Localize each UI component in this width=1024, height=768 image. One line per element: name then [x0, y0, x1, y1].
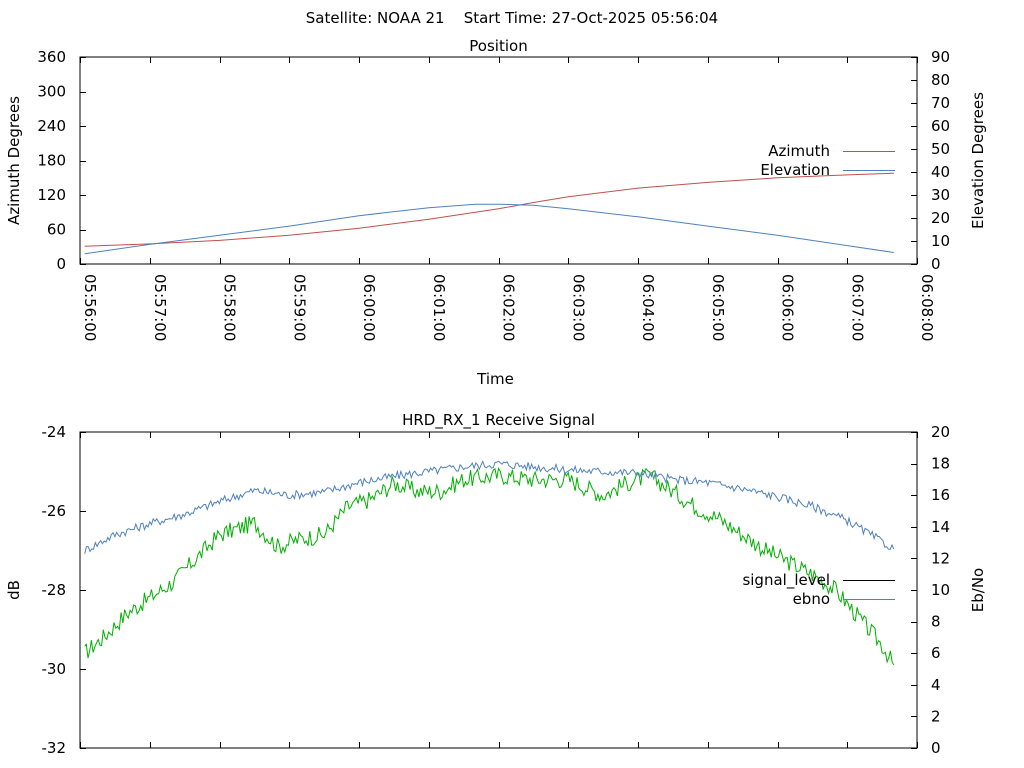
- x-tick-label: 06:02:00: [500, 274, 518, 341]
- x-axis-label: Time: [476, 370, 514, 388]
- plot-frame: [79, 431, 918, 749]
- x-tick-label: 06:04:00: [639, 274, 657, 341]
- y2-tick-label: 20: [931, 209, 950, 227]
- position-chart: Position 05:56:00 05:57:00 05:58:00 05:59:00…: [5, 37, 987, 388]
- legend-label-signal-level: signal_level: [742, 571, 830, 590]
- y2-tick-label: 10: [931, 232, 950, 250]
- y2-tick-label: 80: [931, 71, 950, 89]
- y-tick-label: 120: [37, 186, 66, 204]
- chart-title: HRD_RX_1 Receive Signal: [402, 411, 595, 430]
- figure-header: Satellite: NOAA 21 Start Time: 27-Oct-20…: [306, 9, 718, 27]
- y2-tick-label: 14: [931, 518, 950, 536]
- chart-title: Position: [469, 37, 527, 55]
- y2-tick-label: 8: [931, 613, 941, 631]
- y2-tick-label: 50: [931, 140, 950, 158]
- y2-tick-label: 16: [931, 486, 950, 504]
- y-tick-label: 0: [56, 255, 66, 273]
- y-tick-label: -30: [42, 660, 67, 678]
- y-tick-label: 240: [37, 117, 66, 135]
- y2-tick-label: 0: [931, 739, 941, 757]
- legend-label-ebno: ebno: [793, 590, 830, 608]
- y-tick-label: -32: [42, 739, 67, 757]
- y2-tick-label: 6: [931, 644, 941, 662]
- receive-signal-chart: HRD_RX_1 Receive Signal -32 -30 -28 -26 -24 0 2…: [5, 411, 987, 757]
- series-line-azimuth: [84, 172, 894, 247]
- y2-tick-label: 90: [931, 48, 950, 66]
- y2-tick-label: 60: [931, 117, 950, 135]
- series-line-elevation: [84, 203, 894, 255]
- plot-frame: [79, 56, 918, 265]
- y-tick-label: -26: [42, 502, 67, 520]
- y2-tick-label: 12: [931, 549, 950, 567]
- x-tick-label: 06:08:00: [918, 274, 936, 341]
- y2-tick-label: 18: [931, 455, 950, 473]
- x-tick-label: 06:06:00: [779, 274, 797, 341]
- y2-tick-label: 30: [931, 186, 950, 204]
- y2-tick-label: 4: [931, 676, 941, 694]
- x-tick-label: 06:07:00: [848, 274, 866, 341]
- y2-tick-label: 20: [931, 423, 950, 441]
- y-tick-label: -28: [42, 581, 67, 599]
- x-tick-label: 05:56:00: [81, 274, 99, 341]
- y-tick-label: 360: [37, 48, 66, 66]
- y-tick-label: 180: [37, 152, 66, 170]
- legend-label-azimuth: Azimuth: [768, 142, 830, 160]
- y-tick-label: 300: [37, 83, 66, 101]
- x-tick-label: 06:01:00: [430, 274, 448, 341]
- y-axis-label: Azimuth Degrees: [5, 96, 23, 225]
- y2-tick-label: 0: [931, 255, 941, 273]
- y2-tick-label: 2: [931, 707, 941, 725]
- series-line-signal-level: [84, 466, 895, 666]
- x-tick-label: 05:59:00: [290, 274, 308, 341]
- x-tick-label: 06:00:00: [360, 274, 378, 341]
- y2-tick-label: 10: [931, 581, 950, 599]
- satellite-label: Satellite: NOAA 21: [306, 9, 445, 27]
- x-tick-label: 05:58:00: [221, 274, 239, 341]
- x-tick-label: 05:57:00: [151, 274, 169, 341]
- y-axis-label: dB: [5, 580, 23, 600]
- x-tick-label: 06:05:00: [709, 274, 727, 341]
- y2-tick-label: 70: [931, 94, 950, 112]
- x-tick-label: 06:03:00: [569, 274, 587, 341]
- y2-axis-label: Eb/No: [969, 568, 987, 612]
- series-line-ebno: [84, 460, 895, 554]
- y2-tick-label: 40: [931, 163, 950, 181]
- legend-label-elevation: Elevation: [760, 161, 830, 179]
- y2-axis-label: Elevation Degrees: [969, 92, 987, 229]
- y-tick-label: -24: [42, 423, 67, 441]
- start-time-label: Start Time: 27-Oct-2025 05:56:04: [464, 9, 719, 27]
- y-tick-label: 60: [47, 221, 66, 239]
